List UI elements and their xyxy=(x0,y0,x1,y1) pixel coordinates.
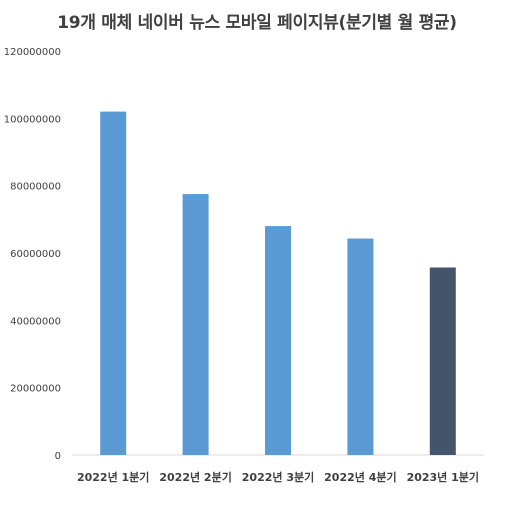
bars xyxy=(100,111,456,456)
y-tick-label: 100000000 xyxy=(4,114,61,125)
y-tick-label: 0 xyxy=(55,451,61,462)
y-tick-label: 40000000 xyxy=(10,316,61,327)
bar xyxy=(182,194,209,456)
x-tick-label: 2022년 3분기 xyxy=(242,470,314,484)
x-axis-labels: 2022년 1분기 2022년 2분기 2022년 3분기 2022년 4분기 2023… xyxy=(77,470,479,484)
bar xyxy=(347,238,374,455)
x-tick-label: 2023년 1분기 xyxy=(407,470,479,484)
x-tick-label: 2022년 1분기 xyxy=(77,470,149,484)
y-axis-ticks: 0 20000000 40000000 60000000 80000000 1000000… xyxy=(4,47,61,462)
bar xyxy=(100,111,127,455)
y-tick-label: 60000000 xyxy=(10,249,61,260)
x-tick-label: 2022년 2분기 xyxy=(159,470,231,484)
chart-title: 19개 매체 네이버 뉴스 모바일 페이지뷰(분기별 월 평균) xyxy=(57,13,457,33)
y-tick-label: 20000000 xyxy=(10,384,61,395)
y-tick-label: 120000000 xyxy=(4,47,61,58)
x-tick-label: 2022년 4분기 xyxy=(324,470,396,484)
bar xyxy=(265,226,291,455)
y-tick-label: 80000000 xyxy=(10,182,61,193)
bar xyxy=(429,267,456,455)
